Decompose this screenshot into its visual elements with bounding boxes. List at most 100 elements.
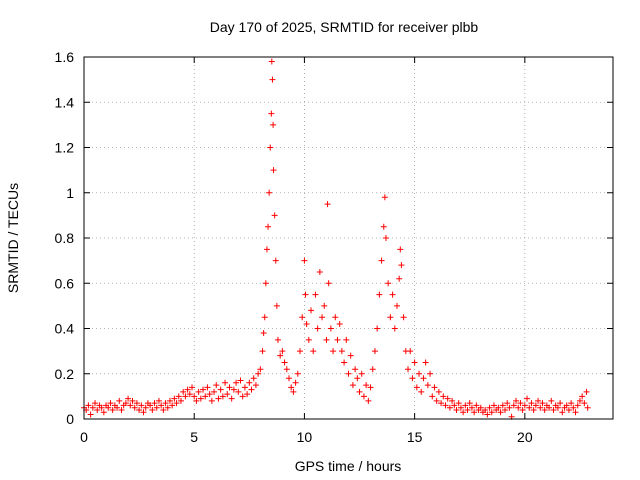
data-point <box>319 314 326 321</box>
y-tick-label: 0 <box>66 411 74 427</box>
data-point <box>466 400 473 407</box>
data-point <box>248 386 255 393</box>
data-point <box>341 359 348 366</box>
axis-ticks <box>83 56 613 420</box>
data-point <box>302 291 309 298</box>
x-tick-label: 15 <box>407 429 423 445</box>
data-point <box>271 212 278 219</box>
data-point <box>363 382 370 389</box>
data-point <box>517 400 524 407</box>
data-point <box>129 397 136 404</box>
data-point <box>411 359 418 366</box>
data-point <box>173 400 180 407</box>
data-point <box>279 348 286 355</box>
data-point <box>343 336 350 343</box>
data-point <box>94 406 101 413</box>
x-tick-labels: 0 5 10 15 20 <box>80 429 533 445</box>
data-point <box>431 384 438 391</box>
data-point <box>122 400 129 407</box>
data-point <box>528 400 535 407</box>
data-point <box>321 302 328 309</box>
data-point <box>230 386 237 393</box>
data-point <box>314 325 321 332</box>
data-point <box>397 246 404 253</box>
data-point <box>261 314 268 321</box>
data-point <box>273 302 280 309</box>
data-point <box>292 379 299 386</box>
data-point <box>457 404 464 411</box>
data-point <box>519 406 526 413</box>
data-point <box>211 388 218 395</box>
data-point <box>486 404 493 411</box>
data-point <box>266 189 273 196</box>
x-tick-label: 5 <box>190 429 198 445</box>
data-point <box>554 404 561 411</box>
data-point <box>263 246 270 253</box>
data-point <box>310 348 317 355</box>
data-point <box>215 395 222 402</box>
data-point <box>539 400 546 407</box>
data-point <box>274 336 281 343</box>
data-point <box>563 402 570 409</box>
data-point <box>455 400 462 407</box>
data-point <box>260 330 267 337</box>
data-point <box>349 382 356 389</box>
data-point <box>189 384 196 391</box>
data-point <box>565 406 572 413</box>
data-point <box>413 384 420 391</box>
y-tick-label: 1.6 <box>55 49 75 65</box>
data-point <box>312 291 319 298</box>
data-point <box>336 320 343 327</box>
data-point <box>398 262 405 269</box>
data-point <box>303 320 310 327</box>
data-point <box>241 384 248 391</box>
data-point <box>369 366 376 373</box>
data-point <box>252 382 259 389</box>
data-point <box>308 307 315 314</box>
data-point <box>323 336 330 343</box>
data-point <box>391 325 398 332</box>
data-point <box>297 348 304 355</box>
data-point <box>526 404 533 411</box>
data-point <box>521 402 528 409</box>
data-point <box>490 402 497 409</box>
data-point <box>283 366 290 373</box>
y-tick-labels: 0 0.2 0.4 0.6 0.8 1 1.2 1.4 1.6 <box>55 49 75 427</box>
data-point <box>270 121 277 128</box>
data-point <box>407 348 414 355</box>
data-point <box>541 406 548 413</box>
data-point <box>453 406 460 413</box>
data-point <box>504 400 511 407</box>
data-point <box>281 359 288 366</box>
data-point <box>186 391 193 398</box>
data-point <box>501 406 508 413</box>
data-point <box>105 404 112 411</box>
data-point <box>171 395 178 402</box>
data-point <box>548 397 555 404</box>
data-point <box>477 404 484 411</box>
data-point <box>416 370 423 377</box>
data-point <box>301 257 308 264</box>
x-tick-label: 20 <box>517 429 533 445</box>
data-point <box>233 379 240 386</box>
data-point <box>405 366 412 373</box>
data-point <box>358 370 365 377</box>
data-point <box>488 409 495 416</box>
data-point <box>177 397 184 404</box>
data-point <box>449 397 456 404</box>
data-point <box>87 411 94 418</box>
data-point <box>499 402 506 409</box>
data-point <box>262 280 269 287</box>
data-points <box>81 58 591 420</box>
data-point <box>222 379 229 386</box>
data-point <box>515 404 522 411</box>
data-point <box>468 404 475 411</box>
grid-lines <box>84 57 613 419</box>
data-point <box>570 404 577 411</box>
data-point <box>581 400 588 407</box>
y-tick-label: 1 <box>66 185 74 201</box>
data-point <box>138 402 145 409</box>
data-point <box>506 404 513 411</box>
data-point <box>153 404 160 411</box>
data-point <box>330 348 337 355</box>
